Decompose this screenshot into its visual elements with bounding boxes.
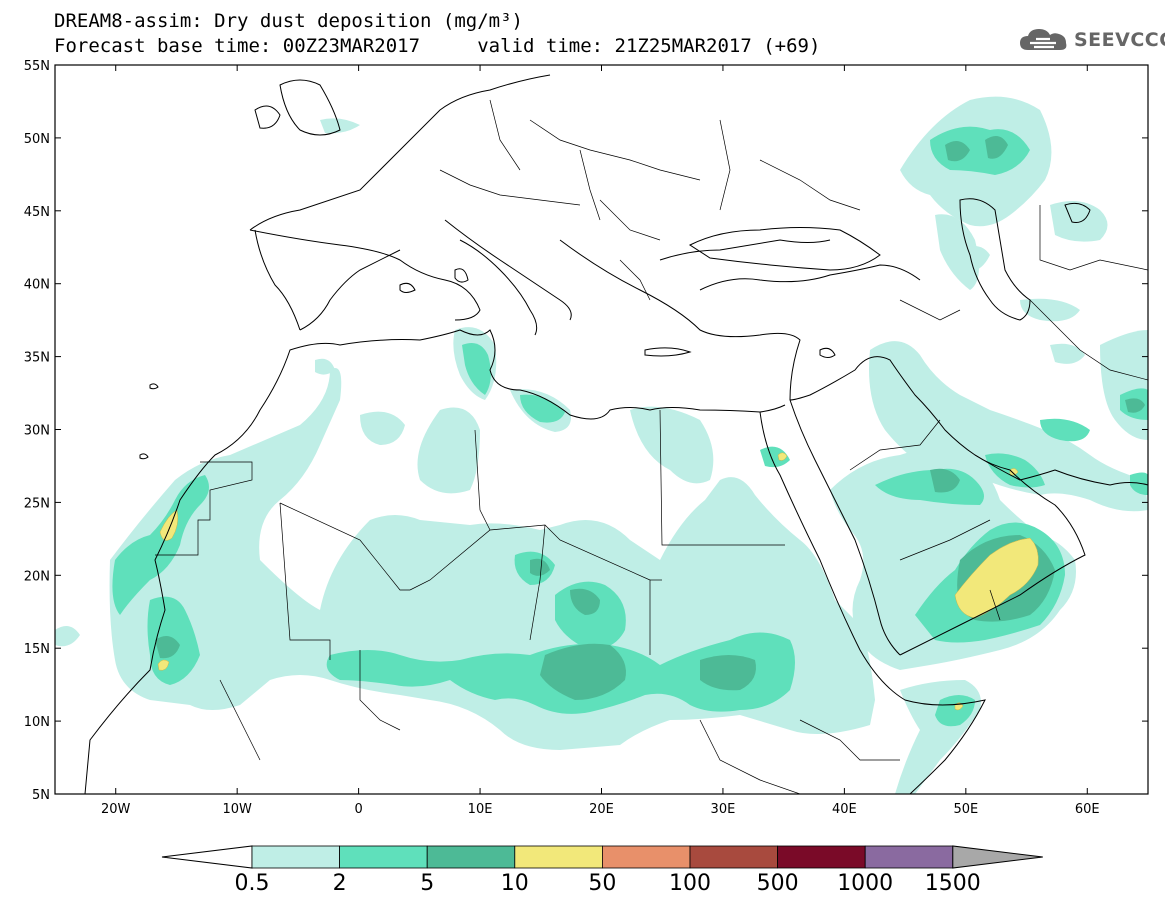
lat-tick-label: 25N (24, 496, 50, 511)
lat-tick-label: 30N (24, 424, 50, 439)
colorbar-label: 0.5 (235, 871, 270, 896)
lon-tick-label: 0 (354, 802, 362, 817)
lat-tick-label: 15N (24, 642, 50, 657)
colorbar-label: 1000 (837, 871, 893, 896)
lat-tick-label: 50N (24, 132, 50, 147)
map-title: DREAM8-assim: Dry dust deposition (mg/m³… (54, 10, 523, 32)
lon-tick-label: 20E (589, 802, 614, 817)
seevccc-logo: SEEVCCC (1018, 26, 1165, 54)
lat-tick-label: 40N (24, 278, 50, 293)
colorbar-swatch (602, 845, 691, 869)
colorbar-swatch (251, 845, 340, 869)
colorbar-label: 500 (757, 871, 799, 896)
colorbar-swatch (689, 845, 778, 869)
colorbar-under-triangle (161, 845, 253, 869)
lon-tick-label: 10W (222, 802, 252, 817)
colorbar: 0.5 2 5 10 50 100 500 1000 1500 (161, 845, 1043, 896)
country-borders (155, 99, 1148, 794)
longitude-axis: 20W 10W 0 10E 20E 30E 40E 50E 60E (101, 65, 1100, 817)
logo-text: SEEVCCC (1074, 29, 1165, 51)
colorbar-swatch (514, 845, 603, 869)
lon-tick-label: 50E (953, 802, 978, 817)
colorbar-label: 100 (669, 871, 711, 896)
colorbar-over-triangle (952, 845, 1043, 869)
map-field (55, 65, 1148, 794)
colorbar-label: 2 (333, 871, 347, 896)
lon-tick-label: 40E (832, 802, 857, 817)
lat-tick-label: 55N (24, 59, 50, 74)
cloud-icon (1020, 29, 1067, 50)
lat-tick-label: 5N (32, 788, 50, 803)
lon-tick-label: 10E (468, 802, 493, 817)
lon-tick-label: 30E (711, 802, 736, 817)
colorbar-swatch (777, 845, 866, 869)
forecast-time-subtitle: Forecast base time: 00Z23MAR2017 valid t… (54, 35, 821, 57)
colorbar-swatch (426, 845, 516, 869)
colorbar-swatch (864, 845, 954, 869)
colorbar-label: 10 (501, 871, 529, 896)
lon-tick-label: 20W (101, 802, 131, 817)
lat-tick-label: 35N (24, 351, 50, 366)
lat-tick-label: 20N (24, 569, 50, 584)
coastlines (84, 74, 1148, 794)
latitude-axis: 55N 50N 45N 40N 35N 30N 25N 20N 15N 10N 5N (24, 59, 1148, 803)
colorbar-label: 1500 (925, 871, 981, 896)
colorbar-swatch (339, 845, 428, 869)
colorbar-label: 5 (420, 871, 434, 896)
lat-tick-label: 10N (24, 715, 50, 730)
lat-tick-label: 45N (24, 205, 50, 220)
colorbar-label: 50 (588, 871, 616, 896)
lon-tick-label: 60E (1075, 802, 1100, 817)
